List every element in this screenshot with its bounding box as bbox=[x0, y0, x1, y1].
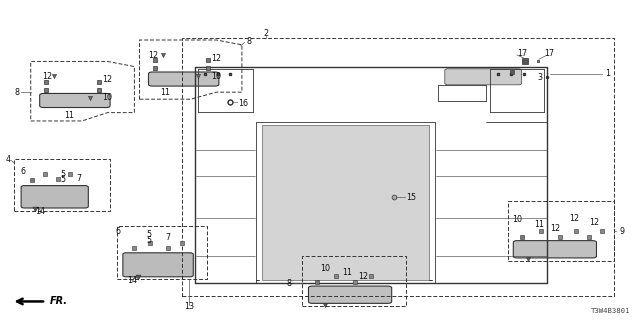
Text: FR.: FR. bbox=[50, 296, 68, 307]
Text: 11: 11 bbox=[64, 111, 74, 120]
Text: 5: 5 bbox=[61, 170, 66, 179]
FancyBboxPatch shape bbox=[308, 286, 392, 303]
Text: 14: 14 bbox=[127, 276, 137, 285]
Text: 12: 12 bbox=[148, 51, 159, 60]
FancyBboxPatch shape bbox=[262, 125, 429, 280]
Text: 5: 5 bbox=[146, 230, 151, 239]
FancyBboxPatch shape bbox=[513, 241, 596, 258]
Text: 11: 11 bbox=[534, 220, 545, 229]
Text: 14: 14 bbox=[35, 207, 45, 216]
Text: 5: 5 bbox=[146, 236, 151, 245]
FancyBboxPatch shape bbox=[40, 93, 110, 108]
Text: 6: 6 bbox=[20, 167, 26, 176]
Text: 12: 12 bbox=[42, 72, 52, 81]
FancyBboxPatch shape bbox=[148, 72, 219, 86]
Text: 12: 12 bbox=[358, 272, 369, 281]
Text: 12: 12 bbox=[211, 54, 221, 63]
Text: 2: 2 bbox=[263, 29, 268, 38]
Text: 12: 12 bbox=[102, 76, 113, 84]
Text: T3W4B3801: T3W4B3801 bbox=[591, 308, 630, 314]
Text: 10: 10 bbox=[102, 93, 113, 102]
Text: 6: 6 bbox=[115, 227, 120, 236]
Text: 4: 4 bbox=[5, 156, 10, 164]
FancyBboxPatch shape bbox=[445, 69, 522, 85]
Text: 11: 11 bbox=[342, 268, 353, 277]
Text: 8: 8 bbox=[14, 88, 19, 97]
Text: 7: 7 bbox=[165, 233, 170, 242]
Text: 15: 15 bbox=[406, 193, 417, 202]
Text: 8: 8 bbox=[246, 37, 252, 46]
Text: 10: 10 bbox=[211, 72, 221, 81]
Text: 1: 1 bbox=[605, 69, 610, 78]
Text: 9: 9 bbox=[620, 227, 625, 236]
FancyBboxPatch shape bbox=[21, 186, 88, 208]
Text: 8: 8 bbox=[286, 279, 291, 288]
Text: 12: 12 bbox=[570, 214, 580, 223]
Text: 5: 5 bbox=[61, 175, 66, 184]
Text: 12: 12 bbox=[589, 218, 599, 227]
Text: 3: 3 bbox=[538, 73, 543, 82]
Text: 17: 17 bbox=[517, 49, 527, 58]
Text: 10: 10 bbox=[320, 264, 330, 273]
Text: 17: 17 bbox=[544, 49, 554, 58]
Text: 13: 13 bbox=[184, 302, 194, 311]
FancyBboxPatch shape bbox=[123, 253, 193, 277]
Text: 7: 7 bbox=[77, 174, 82, 183]
Text: 10: 10 bbox=[512, 215, 522, 224]
Text: 11: 11 bbox=[160, 88, 170, 97]
Text: 16: 16 bbox=[238, 99, 248, 108]
Text: 12: 12 bbox=[550, 224, 561, 233]
